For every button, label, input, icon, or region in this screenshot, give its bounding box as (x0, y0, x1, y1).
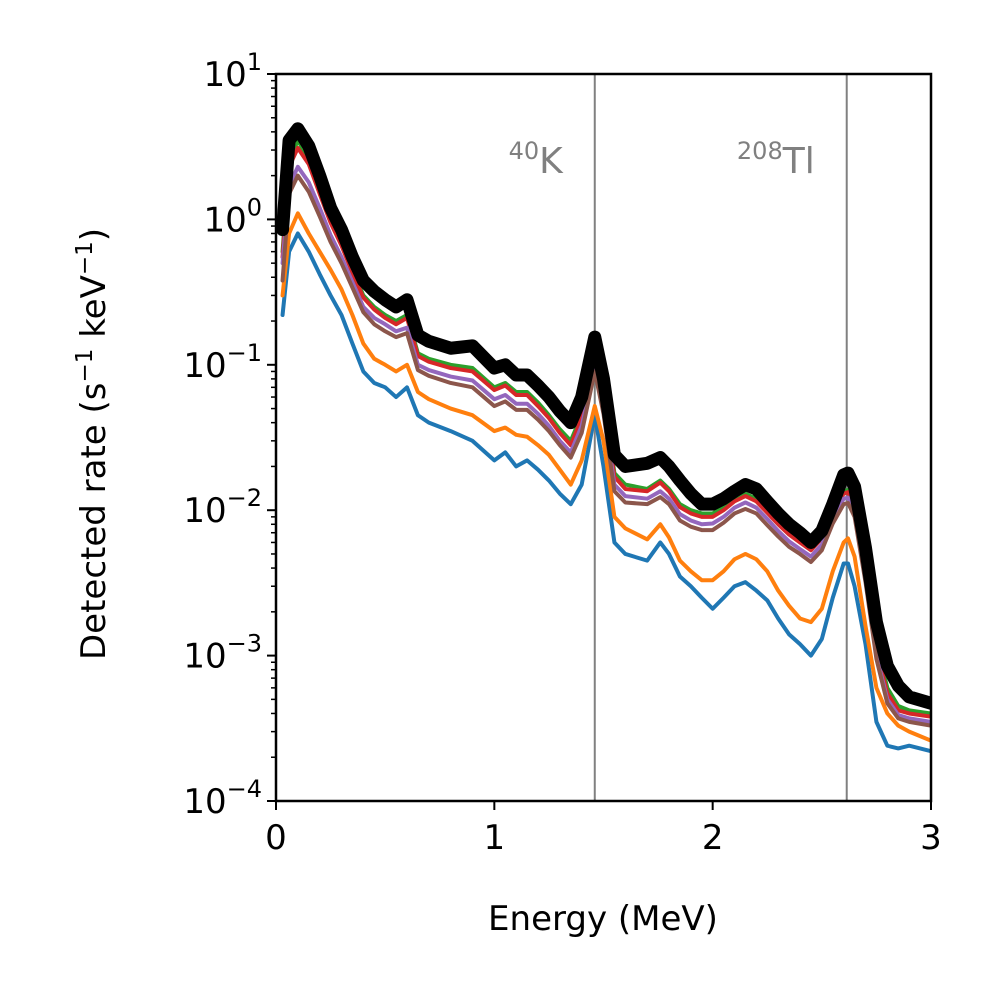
y-tick-label: 10−4 (183, 775, 262, 822)
x-tick-label: 2 (702, 818, 724, 858)
x-tick-label: 1 (484, 818, 506, 858)
y-tick-label: 10−2 (183, 484, 262, 531)
series-line-6 (280, 173, 931, 728)
plot-frame (274, 72, 933, 803)
y-tick-label: 10−1 (183, 339, 262, 386)
reference-line-label-2: 208Tl (737, 137, 815, 182)
x-axis-title: Energy (MeV) (488, 899, 718, 939)
x-axis: 0 1 2 3 (265, 801, 942, 858)
y-tick-label: 10−3 (183, 630, 262, 677)
reference-line-label-1: 40K (509, 137, 565, 182)
y-tick-label: 100 (203, 193, 262, 240)
y-axis: 101 100 10−1 10−2 10−3 10−4 (183, 48, 276, 822)
series-layer (276, 122, 931, 754)
reference-lines (593, 74, 848, 801)
series-line-7 (276, 122, 931, 710)
annotations: 40K 208Tl (509, 137, 815, 182)
x-tick-label: 3 (920, 818, 942, 858)
series-line-2 (280, 211, 931, 743)
series-line-1 (280, 231, 931, 754)
y-axis-title: Detected rate (s−1 keV−1) (72, 228, 114, 660)
y-tick-label: 101 (203, 48, 262, 95)
x-tick-label: 0 (265, 818, 287, 858)
